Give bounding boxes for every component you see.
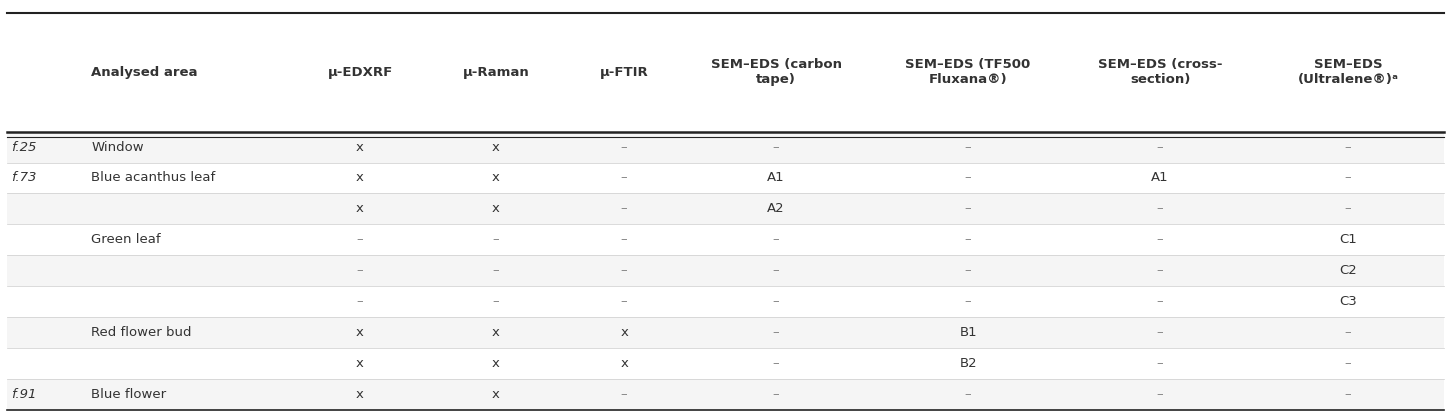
Text: –: – xyxy=(965,233,971,246)
Text: –: – xyxy=(1156,326,1163,339)
Text: –: – xyxy=(621,295,628,308)
Bar xyxy=(7,255,1444,286)
Text: SEM–EDS (TF500
Fluxana®): SEM–EDS (TF500 Fluxana®) xyxy=(906,58,1030,86)
Text: –: – xyxy=(621,388,628,401)
Text: x: x xyxy=(621,326,628,339)
Text: x: x xyxy=(492,171,501,184)
Text: –: – xyxy=(357,264,363,277)
Bar xyxy=(7,163,1444,194)
Text: –: – xyxy=(621,233,628,246)
Text: –: – xyxy=(493,233,499,246)
Text: μ-Raman: μ-Raman xyxy=(463,66,530,79)
Text: SEM–EDS (carbon
tape): SEM–EDS (carbon tape) xyxy=(710,58,842,86)
Text: x: x xyxy=(356,171,365,184)
Text: μ-FTIR: μ-FTIR xyxy=(599,66,648,79)
Text: –: – xyxy=(1156,202,1163,215)
Text: f.25: f.25 xyxy=(12,140,38,153)
Text: –: – xyxy=(773,388,780,401)
Text: Analysed area: Analysed area xyxy=(91,66,198,79)
Text: –: – xyxy=(493,295,499,308)
Bar xyxy=(7,13,1444,132)
Text: Window: Window xyxy=(91,140,143,153)
Text: –: – xyxy=(1344,326,1351,339)
Text: –: – xyxy=(1344,357,1351,370)
Text: –: – xyxy=(621,264,628,277)
Text: –: – xyxy=(1156,388,1163,401)
Bar xyxy=(7,194,1444,224)
Text: x: x xyxy=(492,202,501,215)
Text: –: – xyxy=(493,264,499,277)
Text: x: x xyxy=(492,388,501,401)
Text: –: – xyxy=(773,326,780,339)
Text: –: – xyxy=(1156,140,1163,153)
Bar xyxy=(7,317,1444,348)
Text: –: – xyxy=(621,140,628,153)
Text: –: – xyxy=(1344,202,1351,215)
Bar xyxy=(7,286,1444,317)
Text: –: – xyxy=(965,171,971,184)
Text: –: – xyxy=(1156,264,1163,277)
Text: A1: A1 xyxy=(1152,171,1169,184)
Text: Green leaf: Green leaf xyxy=(91,233,161,246)
Text: –: – xyxy=(965,295,971,308)
Text: SEM–EDS (cross-
section): SEM–EDS (cross- section) xyxy=(1098,58,1223,86)
Text: SEM–EDS
(Ultralene®)ᵃ: SEM–EDS (Ultralene®)ᵃ xyxy=(1298,58,1399,86)
Text: –: – xyxy=(773,264,780,277)
Text: –: – xyxy=(773,140,780,153)
Bar xyxy=(7,348,1444,379)
Text: C2: C2 xyxy=(1340,264,1357,277)
Text: x: x xyxy=(492,140,501,153)
Text: x: x xyxy=(356,388,365,401)
Text: A1: A1 xyxy=(767,171,784,184)
Text: x: x xyxy=(356,140,365,153)
Text: –: – xyxy=(965,140,971,153)
Text: Red flower bud: Red flower bud xyxy=(91,326,192,339)
Text: Blue flower: Blue flower xyxy=(91,388,166,401)
Text: –: – xyxy=(965,202,971,215)
Text: –: – xyxy=(1156,357,1163,370)
Text: Blue acanthus leaf: Blue acanthus leaf xyxy=(91,171,216,184)
Text: B2: B2 xyxy=(959,357,977,370)
Text: x: x xyxy=(356,357,365,370)
Text: –: – xyxy=(1344,140,1351,153)
Text: x: x xyxy=(356,202,365,215)
Text: –: – xyxy=(773,295,780,308)
Text: –: – xyxy=(965,264,971,277)
Text: x: x xyxy=(621,357,628,370)
Text: –: – xyxy=(1156,233,1163,246)
Text: x: x xyxy=(492,357,501,370)
Text: –: – xyxy=(773,233,780,246)
Bar xyxy=(7,224,1444,255)
Text: –: – xyxy=(357,233,363,246)
Text: A2: A2 xyxy=(767,202,784,215)
Text: –: – xyxy=(965,388,971,401)
Bar xyxy=(7,132,1444,163)
Text: –: – xyxy=(773,357,780,370)
Text: –: – xyxy=(1344,171,1351,184)
Bar xyxy=(7,379,1444,410)
Text: f.91: f.91 xyxy=(12,388,38,401)
Text: B1: B1 xyxy=(959,326,977,339)
Text: –: – xyxy=(621,202,628,215)
Text: x: x xyxy=(356,326,365,339)
Text: μ-EDXRF: μ-EDXRF xyxy=(327,66,392,79)
Text: –: – xyxy=(357,295,363,308)
Text: –: – xyxy=(1344,388,1351,401)
Text: x: x xyxy=(492,326,501,339)
Text: C1: C1 xyxy=(1340,233,1357,246)
Text: C3: C3 xyxy=(1340,295,1357,308)
Text: f.73: f.73 xyxy=(12,171,38,184)
Text: –: – xyxy=(1156,295,1163,308)
Text: –: – xyxy=(621,171,628,184)
